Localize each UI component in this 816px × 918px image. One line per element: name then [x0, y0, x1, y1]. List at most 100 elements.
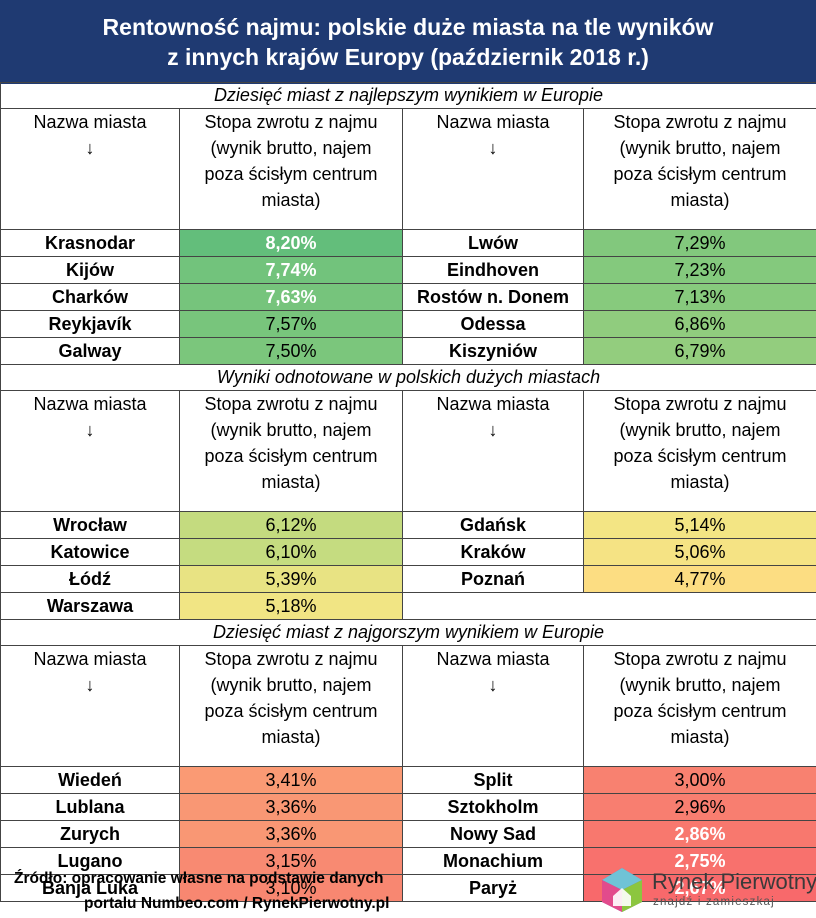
logo-tagline: znajdź i zamieszkaj — [653, 896, 775, 908]
yield-value-cell: 5,14% — [583, 511, 816, 539]
yield-value-cell: 6,10% — [179, 538, 403, 566]
city-name-cell: Split — [402, 766, 584, 794]
section-title: Dziesięć miast z najlepszym wynikiem w E… — [0, 82, 816, 109]
yield-value-cell: 3,36% — [179, 793, 403, 821]
city-column-header: Nazwa miasta ↓ — [402, 108, 584, 230]
yield-header-line: Stopa zwrotu z najmu — [204, 394, 378, 414]
column-header-row: Nazwa miasta ↓ Stopa zwrotu z najmu (wynik … — [0, 390, 816, 512]
city-name-cell: Katowice — [0, 538, 180, 566]
yield-value-cell: 8,20% — [179, 229, 403, 257]
yield-column-header: Stopa zwrotu z najmu (wynik brutto, najem… — [583, 108, 816, 230]
yield-value-cell: 6,86% — [583, 310, 816, 338]
source-note: Źródło: opracowanie własne na podstawie … — [14, 866, 389, 916]
city-name-cell: Monachium — [402, 847, 584, 875]
yield-header-line: miasta) — [670, 190, 730, 210]
city-header-label: Nazwa miasta — [33, 649, 147, 669]
city-name-cell: Galway — [0, 337, 180, 365]
title-line-1: Rentowność najmu: polskie duże miasta na… — [102, 14, 714, 40]
city-header-label: Nazwa miasta — [33, 112, 147, 132]
yield-header-line: poza ścisłym centrum — [613, 164, 787, 184]
yield-header-line: poza ścisłym centrum — [613, 446, 787, 466]
arrow-down-icon: ↓ — [85, 675, 95, 695]
table-row: Galway 7,50% Kiszyniów 6,79% — [0, 337, 816, 365]
city-name-cell: Odessa — [402, 310, 584, 338]
city-name-cell: Lugano — [0, 847, 180, 875]
section-title: Wyniki odnotowane w polskich dużych mias… — [0, 364, 816, 391]
city-header-label: Nazwa miasta — [436, 112, 550, 132]
city-name-cell: Rostów n. Donem — [402, 283, 584, 311]
city-header-label: Nazwa miasta — [33, 394, 147, 414]
city-name-cell: Zurych — [0, 820, 180, 848]
column-header-row: Nazwa miasta ↓ Stopa zwrotu z najmu (wynik … — [0, 645, 816, 767]
logo-name: Rynek Pierwotny — [652, 869, 816, 894]
yield-value-cell: 2,96% — [583, 793, 816, 821]
table-row: Charków 7,63% Rostów n. Donem 7,13% — [0, 283, 816, 311]
city-name-cell: Krasnodar — [0, 229, 180, 257]
city-column-header: Nazwa miasta ↓ — [0, 390, 180, 512]
city-name-cell: Poznań — [402, 565, 584, 593]
rental-yield-table: Dziesięć miast z najlepszym wynikiem w E… — [0, 82, 816, 902]
section-title-row: Wyniki odnotowane w polskich dużych mias… — [0, 364, 816, 391]
city-name-cell: Kiszyniów — [402, 337, 584, 365]
city-column-header: Nazwa miasta ↓ — [402, 645, 584, 767]
yield-header-line: poza ścisłym centrum — [204, 446, 378, 466]
yield-column-header: Stopa zwrotu z najmu (wynik brutto, najem… — [583, 645, 816, 767]
table-row: Katowice 6,10% Kraków 5,06% — [0, 538, 816, 566]
yield-value-cell: 5,18% — [179, 592, 403, 620]
yield-header-line: (wynik brutto, najem — [210, 675, 372, 695]
table-row: Zurych 3,36% Nowy Sad 2,86% — [0, 820, 816, 848]
yield-value-cell: 7,50% — [179, 337, 403, 365]
city-column-header: Nazwa miasta ↓ — [0, 645, 180, 767]
yield-value-cell: 7,57% — [179, 310, 403, 338]
yield-header-line: (wynik brutto, najem — [619, 138, 781, 158]
city-name-cell: Reykjavík — [0, 310, 180, 338]
yield-header-line: Stopa zwrotu z najmu — [613, 394, 787, 414]
city-name-cell: Kijów — [0, 256, 180, 284]
arrow-down-icon: ↓ — [488, 420, 498, 440]
arrow-down-icon: ↓ — [85, 138, 95, 158]
yield-value-cell: 3,00% — [583, 766, 816, 794]
yield-column-header: Stopa zwrotu z najmu (wynik brutto, najem… — [179, 390, 403, 512]
column-header-row: Nazwa miasta ↓ Stopa zwrotu z najmu (wynik … — [0, 108, 816, 230]
city-name-cell: Lublana — [0, 793, 180, 821]
city-name-cell: Warszawa — [0, 592, 180, 620]
table-row: Wiedeń 3,41% Split 3,00% — [0, 766, 816, 794]
yield-header-line: Stopa zwrotu z najmu — [204, 112, 378, 132]
arrow-down-icon: ↓ — [488, 138, 498, 158]
yield-column-header: Stopa zwrotu z najmu (wynik brutto, najem… — [179, 645, 403, 767]
yield-header-line: miasta) — [261, 472, 321, 492]
yield-header-line: poza ścisłym centrum — [204, 701, 378, 721]
yield-header-line: Stopa zwrotu z najmu — [613, 112, 787, 132]
yield-header-line: poza ścisłym centrum — [204, 164, 378, 184]
yield-value-cell: 2,86% — [583, 820, 816, 848]
section-title: Dziesięć miast z najgorszym wynikiem w E… — [0, 619, 816, 646]
city-column-header: Nazwa miasta ↓ — [0, 108, 180, 230]
arrow-down-icon: ↓ — [85, 420, 95, 440]
title-line-2: z innych krajów Europy (październik 2018… — [167, 44, 649, 70]
yield-value-cell: 4,77% — [583, 565, 816, 593]
table-row: Warszawa 5,18% — [0, 592, 816, 620]
yield-column-header: Stopa zwrotu z najmu (wynik brutto, najem… — [179, 108, 403, 230]
table-row: Wrocław 6,12% Gdańsk 5,14% — [0, 511, 816, 539]
yield-value-cell: 5,39% — [179, 565, 403, 593]
yield-value-cell: 7,29% — [583, 229, 816, 257]
yield-value-cell: 6,79% — [583, 337, 816, 365]
yield-header-line: (wynik brutto, najem — [210, 420, 372, 440]
yield-value-cell: 7,74% — [179, 256, 403, 284]
table-row: Lublana 3,36% Sztokholm 2,96% — [0, 793, 816, 821]
yield-value-cell: 7,63% — [179, 283, 403, 311]
city-name-cell: Łódź — [0, 565, 180, 593]
yield-header-line: miasta) — [261, 190, 321, 210]
source-line-2: portalu Numbeo.com / RynekPierwotny.pl — [84, 895, 390, 912]
city-name-cell: Gdańsk — [402, 511, 584, 539]
city-name-cell: Paryż — [402, 874, 584, 902]
city-name-cell: Lwów — [402, 229, 584, 257]
yield-value-cell: 5,06% — [583, 538, 816, 566]
yield-value-cell: 6,12% — [179, 511, 403, 539]
city-name-cell: Eindhoven — [402, 256, 584, 284]
yield-value-cell: 3,41% — [179, 766, 403, 794]
table-title: Rentowność najmu: polskie duże miasta na… — [0, 0, 816, 84]
arrow-down-icon: ↓ — [488, 675, 498, 695]
yield-header-line: miasta) — [670, 727, 730, 747]
